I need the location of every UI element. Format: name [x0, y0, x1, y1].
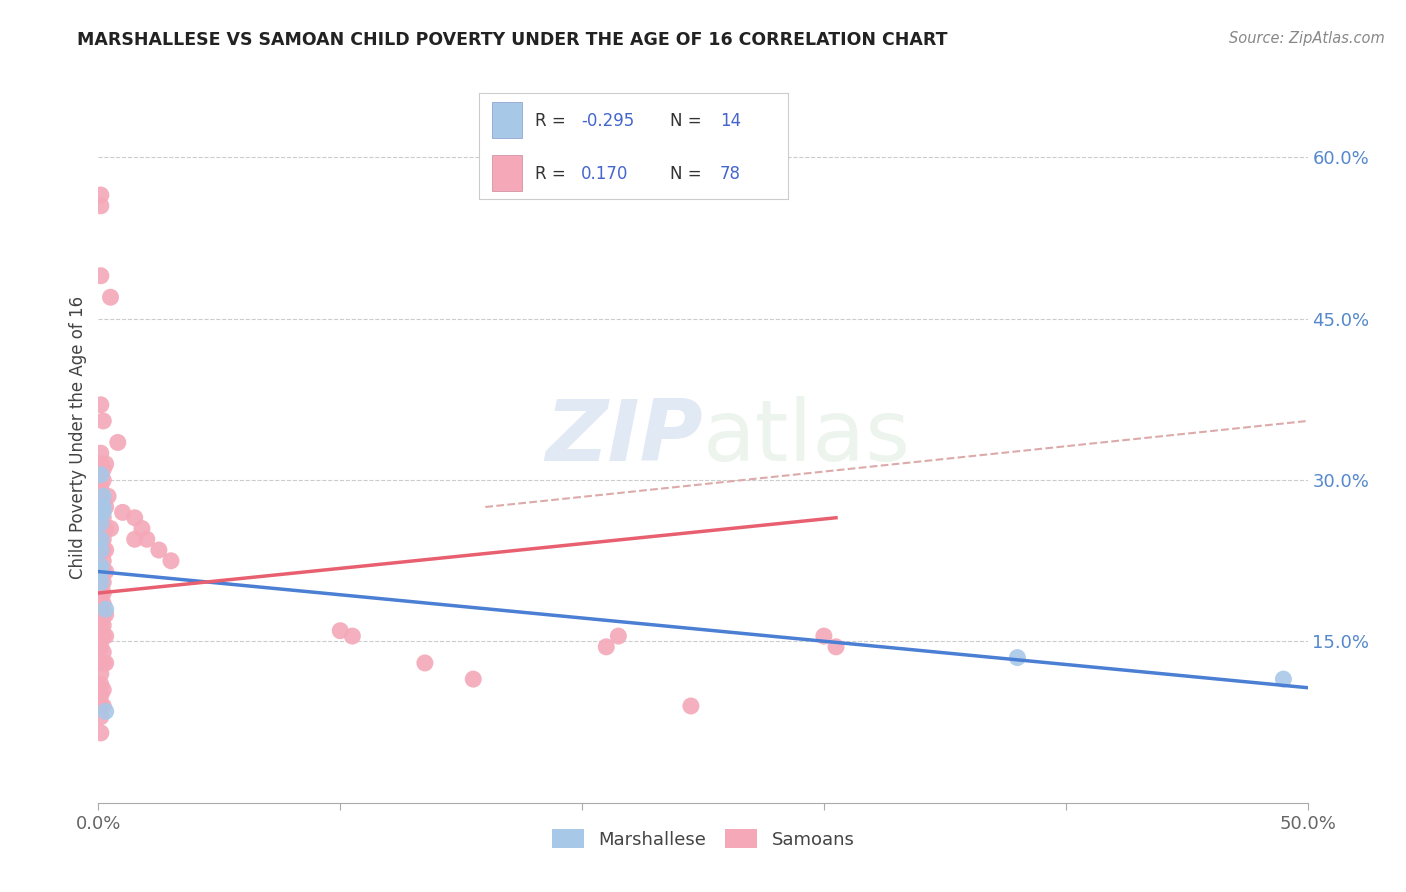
Point [91, 473, 114, 487]
Point [91, 565, 114, 579]
Point [90, 467, 112, 482]
Point [111, 505, 134, 519]
Point [607, 629, 630, 643]
Point [91, 494, 114, 508]
Text: Source: ZipAtlas.com: Source: ZipAtlas.com [1229, 31, 1385, 46]
Point [91, 607, 114, 622]
Point [825, 640, 848, 654]
Point [90, 268, 112, 283]
Point [91, 656, 114, 670]
Point [90, 516, 112, 530]
Point [90, 559, 112, 574]
Point [94, 500, 117, 514]
Point [94, 521, 117, 535]
Point [90, 543, 112, 558]
Point [90, 489, 112, 503]
Point [90, 677, 112, 691]
Legend: Marshallese, Samoans: Marshallese, Samoans [544, 822, 862, 856]
Point [90, 629, 112, 643]
Point [91, 554, 114, 568]
Point [90, 597, 112, 611]
Point [94, 565, 117, 579]
Point [90, 565, 112, 579]
Point [97, 489, 120, 503]
Point [90, 188, 112, 202]
Point [463, 672, 485, 686]
Point [90, 607, 112, 622]
Point [90, 666, 112, 681]
Point [91, 510, 114, 524]
Point [94, 602, 117, 616]
Point [91, 505, 114, 519]
Point [91, 586, 114, 600]
Point [91, 533, 114, 547]
Point [329, 624, 352, 638]
Point [91, 618, 114, 632]
Point [90, 656, 112, 670]
Point [94, 457, 117, 471]
Point [90, 688, 112, 702]
Point [160, 554, 183, 568]
Point [94, 543, 117, 558]
Point [90, 521, 112, 535]
Point [90, 457, 112, 471]
Point [91, 500, 114, 514]
Point [91, 597, 114, 611]
Point [90, 698, 112, 713]
Point [679, 698, 702, 713]
Point [94, 629, 117, 643]
Text: atlas: atlas [703, 395, 911, 479]
Point [91, 645, 114, 659]
Point [90, 510, 112, 524]
Point [94, 656, 117, 670]
Point [91, 543, 114, 558]
Point [90, 500, 112, 514]
Point [90, 640, 112, 654]
Point [90, 618, 112, 632]
Point [91, 462, 114, 476]
Text: MARSHALLESE VS SAMOAN CHILD POVERTY UNDER THE AGE OF 16 CORRELATION CHART: MARSHALLESE VS SAMOAN CHILD POVERTY UNDE… [77, 31, 948, 49]
Point [90, 446, 112, 460]
Point [90, 533, 112, 547]
Point [91, 629, 114, 643]
Point [90, 543, 112, 558]
Point [90, 559, 112, 574]
Point [1007, 650, 1029, 665]
Point [90, 199, 112, 213]
Point [131, 521, 153, 535]
Point [1272, 672, 1295, 686]
Point [91, 521, 114, 535]
Point [107, 435, 129, 450]
Point [91, 575, 114, 590]
Point [135, 533, 157, 547]
Point [100, 521, 122, 535]
Point [91, 682, 114, 697]
Point [124, 510, 146, 524]
Point [90, 462, 112, 476]
Point [90, 586, 112, 600]
Point [90, 565, 112, 579]
Point [100, 290, 122, 304]
Point [413, 656, 436, 670]
Point [91, 489, 114, 503]
Point [342, 629, 364, 643]
Point [90, 533, 112, 547]
Point [90, 398, 112, 412]
Point [90, 710, 112, 724]
Point [90, 478, 112, 492]
Point [90, 575, 112, 590]
Point [94, 607, 117, 622]
Point [94, 705, 117, 719]
Point [124, 533, 146, 547]
Point [91, 414, 114, 428]
Text: ZIP: ZIP [546, 395, 703, 479]
Y-axis label: Child Poverty Under the Age of 16: Child Poverty Under the Age of 16 [69, 295, 87, 579]
Point [148, 543, 170, 558]
Point [90, 575, 112, 590]
Point [90, 726, 112, 740]
Point [91, 698, 114, 713]
Point [813, 629, 835, 643]
Point [595, 640, 617, 654]
